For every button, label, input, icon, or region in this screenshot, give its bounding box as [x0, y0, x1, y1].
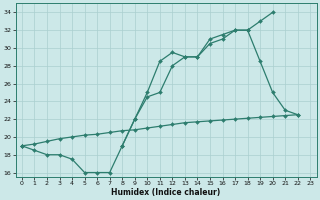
- X-axis label: Humidex (Indice chaleur): Humidex (Indice chaleur): [111, 188, 221, 197]
